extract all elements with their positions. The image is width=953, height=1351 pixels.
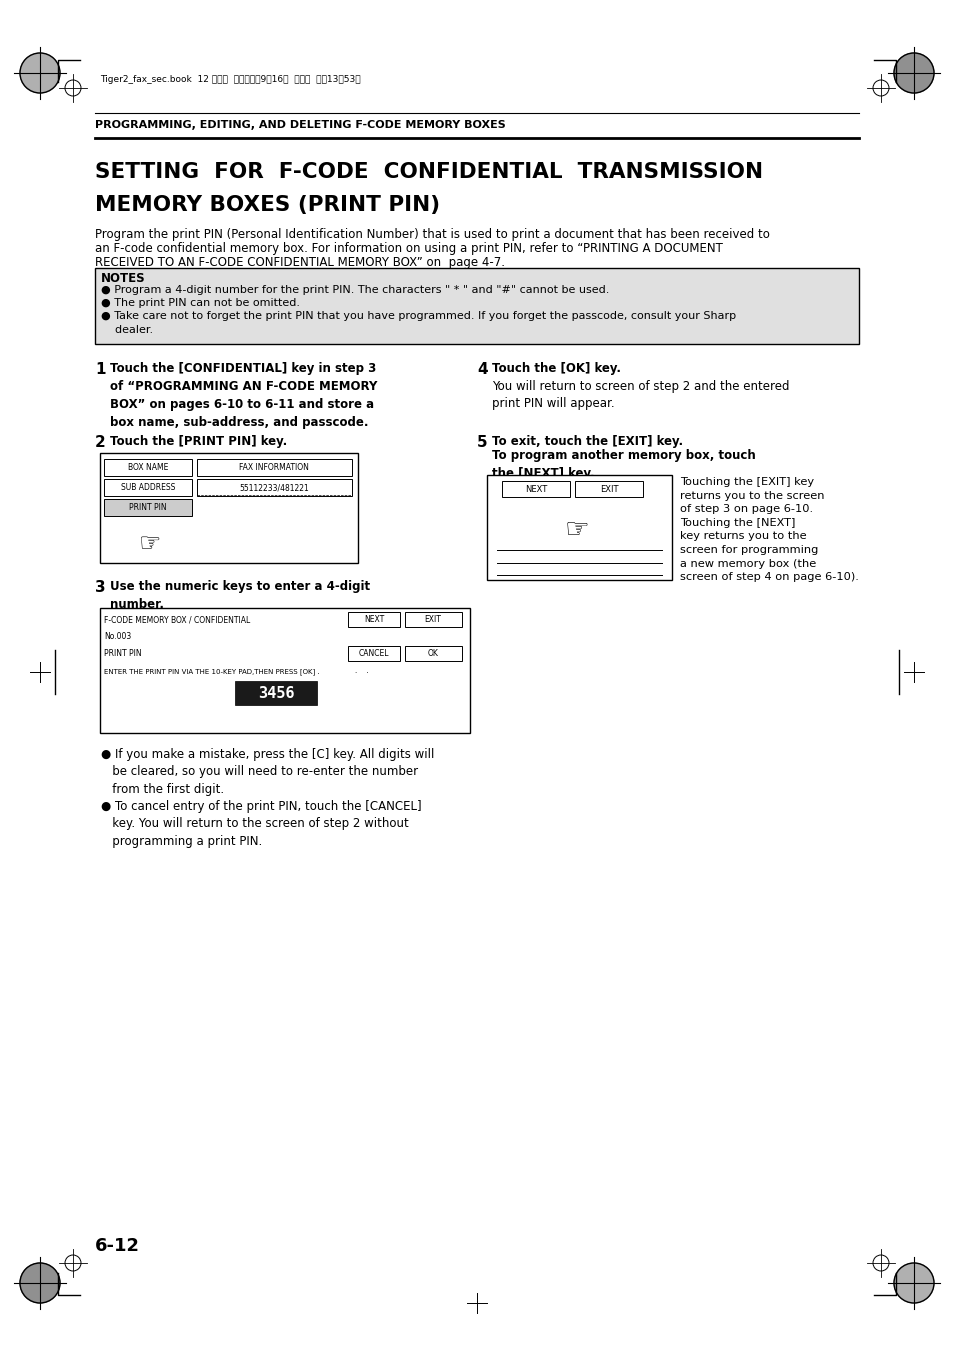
FancyBboxPatch shape — [100, 608, 470, 734]
Text: CANCEL: CANCEL — [358, 650, 389, 658]
Text: To exit, touch the [EXIT] key.: To exit, touch the [EXIT] key. — [492, 435, 682, 449]
Text: EXIT: EXIT — [424, 616, 441, 624]
FancyBboxPatch shape — [348, 612, 399, 627]
Circle shape — [872, 80, 888, 96]
Text: F-CODE MEMORY BOX / CONFIDENTIAL: F-CODE MEMORY BOX / CONFIDENTIAL — [104, 616, 250, 624]
Text: 1: 1 — [95, 362, 106, 377]
Text: ● Take care not to forget the print PIN that you have programmed. If you forget : ● Take care not to forget the print PIN … — [101, 311, 736, 322]
FancyBboxPatch shape — [95, 267, 858, 345]
FancyBboxPatch shape — [501, 481, 569, 497]
Text: Touch the [CONFIDENTIAL] key in step 3
of “PROGRAMMING AN F-CODE MEMORY
BOX” on : Touch the [CONFIDENTIAL] key in step 3 o… — [110, 362, 377, 430]
Circle shape — [65, 1255, 81, 1271]
FancyBboxPatch shape — [104, 459, 192, 476]
Text: ● Program a 4-digit number for the print PIN. The characters " * " and "#" canno: ● Program a 4-digit number for the print… — [101, 285, 609, 295]
FancyBboxPatch shape — [348, 646, 399, 661]
Text: EXIT: EXIT — [599, 485, 618, 494]
Text: Touch the [OK] key.: Touch the [OK] key. — [492, 362, 620, 376]
Text: ENTER THE PRINT PIN VIA THE 10-KEY PAD,THEN PRESS [OK] .: ENTER THE PRINT PIN VIA THE 10-KEY PAD,T… — [104, 667, 319, 674]
FancyBboxPatch shape — [196, 459, 352, 476]
FancyBboxPatch shape — [104, 499, 192, 516]
Circle shape — [872, 1255, 888, 1271]
FancyBboxPatch shape — [405, 646, 461, 661]
Text: 3456: 3456 — [257, 686, 294, 701]
Circle shape — [893, 1263, 933, 1302]
Circle shape — [20, 1263, 60, 1302]
FancyBboxPatch shape — [486, 476, 671, 580]
Text: SUB ADDRESS: SUB ADDRESS — [121, 484, 175, 493]
Text: ● If you make a mistake, press the [C] key. All digits will
   be cleared, so yo: ● If you make a mistake, press the [C] k… — [101, 748, 434, 796]
Text: PRINT PIN: PRINT PIN — [104, 650, 141, 658]
Text: You will return to screen of step 2 and the entered
print PIN will appear.: You will return to screen of step 2 and … — [492, 380, 789, 411]
Text: Tiger2_fax_sec.book  12 ページ  ２００４年9月16日  木曜日  午覉13晈53分: Tiger2_fax_sec.book 12 ページ ２００４年9月16日 木曜… — [100, 76, 360, 85]
Text: Program the print PIN (Personal Identification Number) that is used to print a d: Program the print PIN (Personal Identifi… — [95, 228, 769, 240]
Text: 4: 4 — [476, 362, 487, 377]
Circle shape — [20, 53, 60, 93]
Text: FAX INFORMATION: FAX INFORMATION — [239, 463, 309, 473]
Text: 2: 2 — [95, 435, 106, 450]
Text: MEMORY BOXES (PRINT PIN): MEMORY BOXES (PRINT PIN) — [95, 195, 439, 215]
Text: NEXT: NEXT — [363, 616, 384, 624]
FancyBboxPatch shape — [575, 481, 642, 497]
FancyBboxPatch shape — [100, 453, 357, 563]
Text: dealer.: dealer. — [101, 326, 153, 335]
Text: 5: 5 — [476, 435, 487, 450]
Text: No.003: No.003 — [104, 632, 132, 640]
Text: Use the numeric keys to enter a 4-digit
number.: Use the numeric keys to enter a 4-digit … — [110, 580, 370, 611]
Text: ● To cancel entry of the print PIN, touch the [CANCEL]
   key. You will return t: ● To cancel entry of the print PIN, touc… — [101, 800, 421, 848]
Text: To program another memory box, touch
the [NEXT] key.: To program another memory box, touch the… — [492, 449, 755, 480]
FancyBboxPatch shape — [196, 480, 352, 496]
Text: PROGRAMMING, EDITING, AND DELETING F-CODE MEMORY BOXES: PROGRAMMING, EDITING, AND DELETING F-COD… — [95, 120, 505, 130]
FancyBboxPatch shape — [234, 681, 316, 705]
Text: 3: 3 — [95, 580, 106, 594]
Text: PRINT PIN: PRINT PIN — [129, 504, 167, 512]
FancyBboxPatch shape — [405, 612, 461, 627]
Text: 6-12: 6-12 — [95, 1238, 140, 1255]
Text: Touch the [PRINT PIN] key.: Touch the [PRINT PIN] key. — [110, 435, 287, 449]
Text: Touching the [EXIT] key
returns you to the screen
of step 3 on page 6-10.
Touchi: Touching the [EXIT] key returns you to t… — [679, 477, 858, 582]
Text: ☞: ☞ — [564, 516, 589, 544]
Text: RECEIVED TO AN F-CODE CONFIDENTIAL MEMORY BOX” on  page 4-7.: RECEIVED TO AN F-CODE CONFIDENTIAL MEMOR… — [95, 255, 504, 269]
Circle shape — [65, 80, 81, 96]
Text: ☞: ☞ — [139, 532, 161, 557]
Circle shape — [893, 53, 933, 93]
Text: BOX NAME: BOX NAME — [128, 463, 168, 473]
Text: ● The print PIN can not be omitted.: ● The print PIN can not be omitted. — [101, 299, 299, 308]
Text: OK: OK — [427, 650, 438, 658]
Text: 55112233/481221: 55112233/481221 — [239, 484, 309, 493]
Text: NOTES: NOTES — [101, 272, 146, 285]
Text: .    .: . . — [355, 667, 368, 674]
Text: an F-code confidential memory box. For information on using a print PIN, refer t: an F-code confidential memory box. For i… — [95, 242, 722, 255]
Text: NEXT: NEXT — [524, 485, 547, 494]
Text: SETTING  FOR  F-CODE  CONFIDENTIAL  TRANSMISSION: SETTING FOR F-CODE CONFIDENTIAL TRANSMIS… — [95, 162, 762, 182]
FancyBboxPatch shape — [104, 480, 192, 496]
